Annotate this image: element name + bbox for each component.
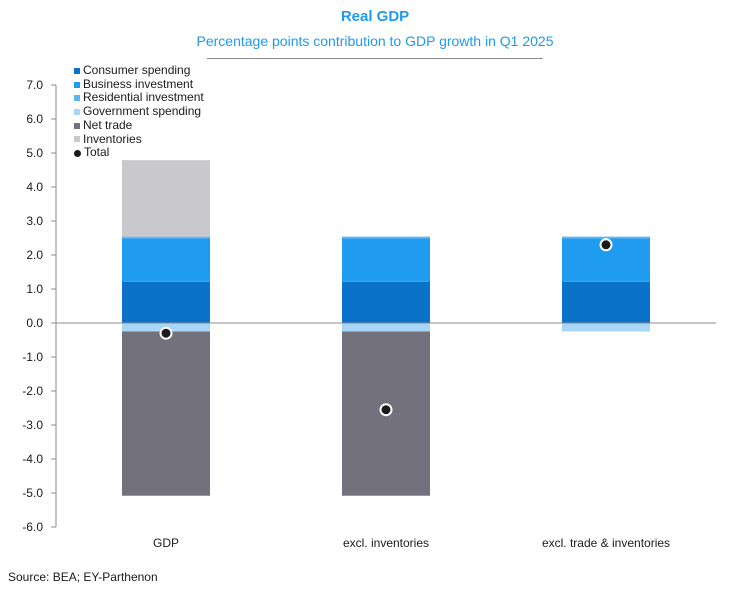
bar-consumer-spending-3 [562, 281, 650, 323]
legend-swatch-government-spending [74, 108, 80, 115]
bar-business-investment-2 [342, 238, 430, 282]
bar-business-investment-1 [122, 238, 210, 282]
legend-item-residential-investment: Residential investment [74, 91, 204, 105]
legend-label-government-spending: Government spending [83, 104, 202, 119]
legend-swatch-business-investment [74, 81, 80, 88]
chart-legend: Consumer spending Business investment Re… [74, 63, 204, 160]
legend-item-consumer-spending: Consumer spending [74, 63, 204, 78]
bar-residential-investment-2 [342, 236, 430, 239]
legend-swatch-consumer-spending [74, 67, 80, 74]
bar-consumer-spending-1 [122, 281, 210, 323]
legend-label-net-trade: Net trade [83, 117, 133, 132]
y-tick-label: 6.0 [26, 112, 43, 126]
bar-net-trade-1 [122, 331, 210, 496]
legend-item-inventories: Inventories [74, 131, 204, 147]
y-tick-label: 5.0 [26, 146, 43, 160]
y-tick-label: -2.0 [22, 384, 43, 398]
legend-item-government-spending: Government spending [74, 104, 204, 119]
total-marker [599, 238, 613, 252]
chart-title: Real GDP [340, 8, 410, 25]
y-tick-label: -3.0 [22, 418, 43, 432]
legend-label-consumer-spending: Consumer spending [83, 63, 191, 77]
legend-swatch-net-trade [74, 122, 80, 129]
x-category-label: excl. inventories [343, 536, 429, 550]
x-category-label: excl. trade & inventories [542, 536, 670, 550]
bar-inventories-1 [122, 160, 210, 237]
bar-government-spending-3 [562, 323, 650, 332]
y-tick-label: 2.0 [26, 248, 43, 262]
legend-dot-total [74, 149, 81, 157]
bar-government-spending-2 [342, 323, 430, 332]
y-tick-label: 7.0 [26, 78, 43, 92]
source-note: Source: BEA; EY-Parthenon [8, 570, 158, 584]
y-tick-label: -1.0 [22, 350, 43, 364]
bar-residential-investment-3 [562, 236, 650, 239]
y-tick-label: 0.0 [26, 316, 43, 330]
y-tick-label: -4.0 [22, 452, 43, 466]
total-marker [379, 403, 393, 417]
y-tick-label: -6.0 [22, 520, 43, 534]
total-marker [159, 326, 173, 340]
legend-swatch-residential-investment [74, 95, 80, 102]
y-tick-label: -5.0 [22, 486, 43, 500]
legend-swatch-inventories [74, 136, 80, 143]
legend-item-business-investment: Business investment [74, 76, 204, 92]
y-tick-label: 4.0 [26, 180, 43, 194]
y-tick-label: 3.0 [26, 214, 43, 228]
legend-label-total: Total [84, 145, 110, 160]
legend-label-residential-investment: Residential investment [83, 90, 204, 105]
y-tick-label: 1.0 [26, 282, 43, 296]
legend-label-inventories: Inventories [83, 131, 142, 146]
chart-subtitle: Percentage points contribution to GDP gr… [196, 33, 554, 49]
legend-item-total: Total [74, 146, 204, 160]
legend-label-business-investment: Business investment [83, 76, 194, 91]
legend-item-net-trade: Net trade [74, 117, 204, 133]
x-category-label: GDP [153, 536, 179, 550]
bar-consumer-spending-2 [342, 281, 430, 323]
title-divider [207, 58, 543, 59]
bar-residential-investment-1 [122, 236, 210, 239]
